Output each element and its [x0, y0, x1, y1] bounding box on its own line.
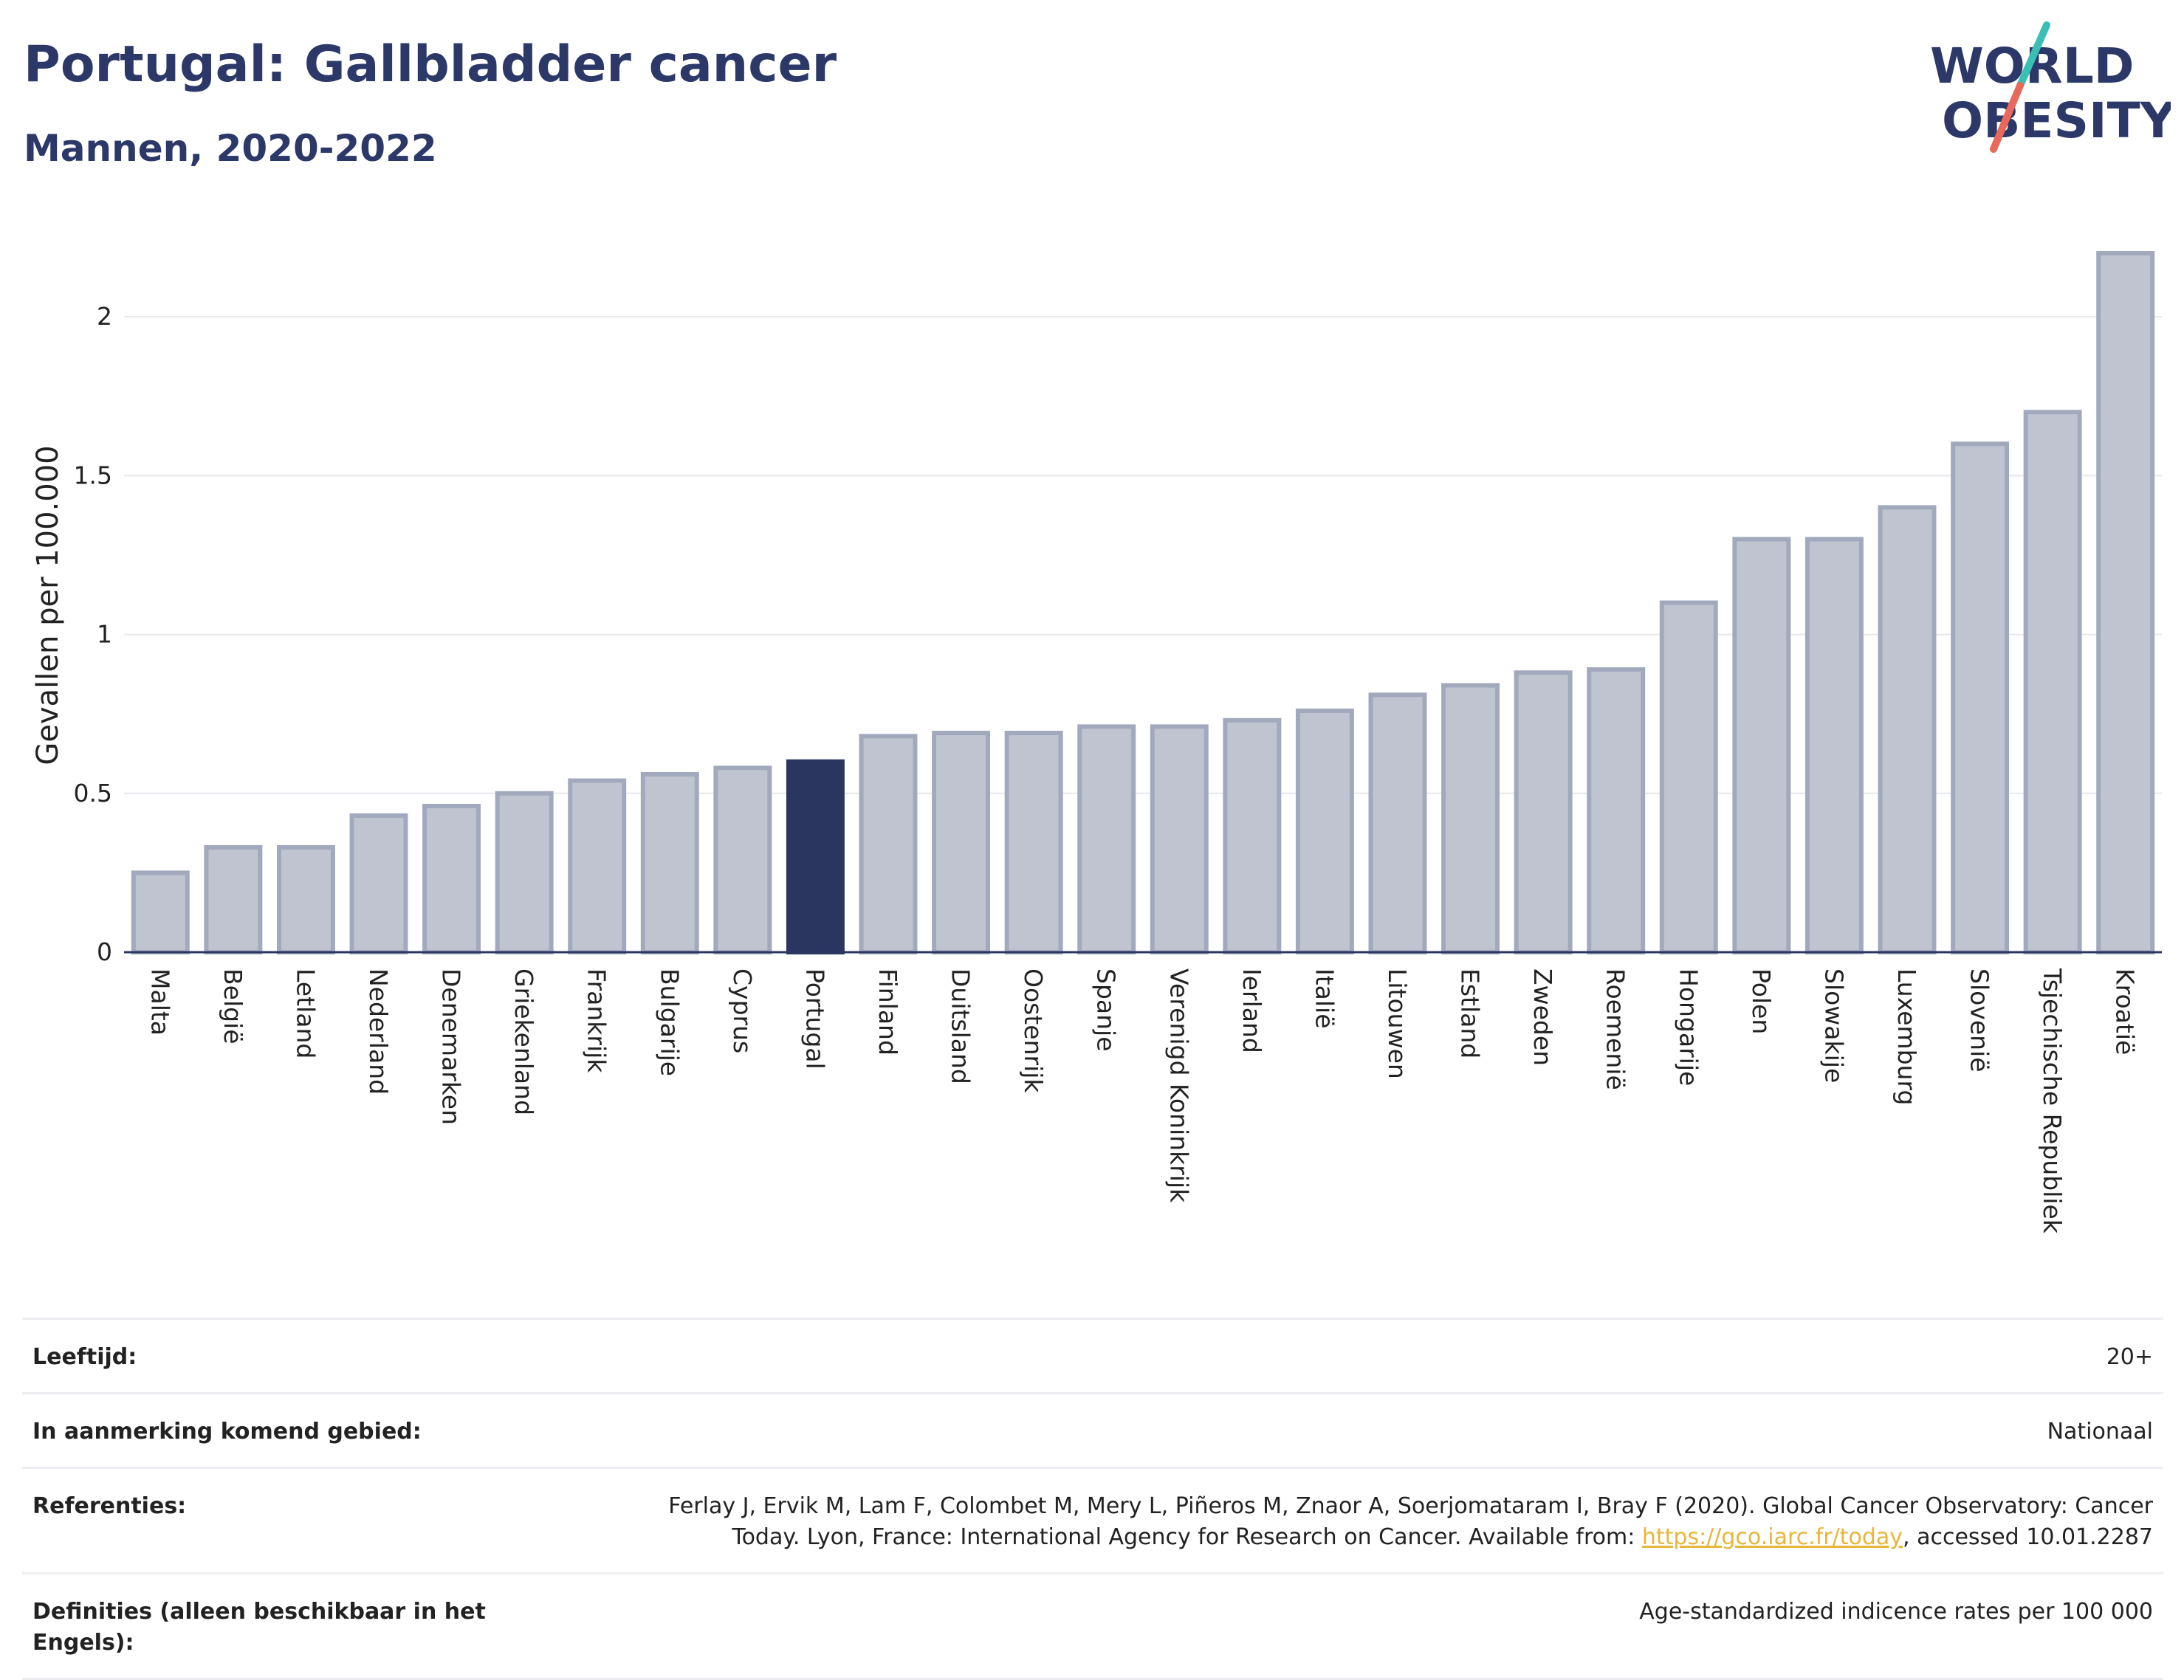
x-tick-label: Luxemburg	[1892, 968, 1921, 1105]
x-tick-label: Nederland	[364, 968, 393, 1095]
x-tick-label: Kroatië	[2111, 968, 2140, 1055]
bar[interactable]	[1077, 724, 1136, 954]
x-axis-labels: Malta België Letland Nederland Denemarken Gri…	[145, 968, 2139, 1234]
x-tick-label: Oostenrijk	[1019, 968, 1048, 1093]
bars	[131, 251, 2155, 955]
x-tick-label: Zweden	[1528, 968, 1557, 1066]
bar[interactable]	[495, 791, 554, 954]
info-label-area: In aanmerking komend gebied:	[32, 1419, 422, 1445]
x-tick-label: Italië	[1310, 968, 1339, 1029]
x-tick-label: Spanje	[1092, 968, 1121, 1052]
x-tick-label: Portugal	[800, 968, 829, 1070]
info-label-definitions: Definities (alleen beschikbaar in het En…	[32, 1599, 486, 1656]
x-tick-label: Hongarije	[1674, 968, 1703, 1086]
bar[interactable]	[1587, 667, 1646, 954]
info-table: Leeftijd: 20+ In aanmerking komend gebie…	[22, 1318, 2163, 1680]
x-tick-label: Letland	[291, 968, 320, 1058]
bar[interactable]	[131, 870, 190, 955]
info-row-definitions: Definities (alleen beschikbaar in het En…	[22, 1572, 2163, 1680]
bar[interactable]	[640, 771, 699, 955]
references-link[interactable]: https://gco.iarc.fr/today	[1641, 1524, 1903, 1550]
x-tick-label: Frankrijk	[583, 968, 611, 1073]
x-tick-label: Verenigd Koninkrijk	[1164, 968, 1193, 1203]
y-tick-label: 0.5	[74, 779, 112, 808]
y-tick-label: 1	[97, 620, 112, 649]
bar[interactable]	[1223, 717, 1282, 954]
x-tick-label: België	[219, 968, 247, 1044]
logo-text-obesity: OBESITY	[1942, 92, 2171, 149]
x-tick-label: Duitsland	[947, 968, 975, 1084]
bar[interactable]	[1150, 724, 1209, 954]
info-label-age: Leeftijd:	[32, 1344, 137, 1370]
bar[interactable]	[1441, 683, 1500, 954]
x-tick-label: Finland	[873, 968, 902, 1056]
bar[interactable]	[349, 813, 408, 955]
world-obesity-logo: WORLD OBESITY	[1930, 21, 2171, 153]
bar[interactable]	[1732, 537, 1791, 954]
info-row-age: Leeftijd: 20+	[22, 1318, 2163, 1392]
bar[interactable]	[1368, 692, 1427, 954]
bar[interactable]	[1004, 731, 1063, 954]
info-value-area: Nationaal	[2047, 1419, 2153, 1445]
references-text-accessed: , accessed 10.01.2287	[1903, 1524, 2153, 1550]
x-tick-label: Griekenland	[509, 968, 538, 1115]
x-tick-label: Denemarken	[437, 968, 466, 1125]
x-tick-label: Bulgarije	[655, 968, 684, 1076]
bar[interactable]	[276, 844, 335, 955]
x-tick-label: Slowakije	[1819, 968, 1848, 1083]
bar[interactable]	[932, 731, 991, 954]
y-axis-title: Gevallen per 100.000	[31, 445, 65, 765]
bar[interactable]	[1659, 600, 1718, 954]
bar[interactable]	[859, 734, 918, 954]
bar[interactable]	[1878, 505, 1937, 954]
x-tick-label: Tsjechische Republiek	[2038, 968, 2067, 1234]
bar-chart: 0 0.5 1 1.5 2 Malta België Letland Nederland Den…	[31, 251, 2162, 1234]
bar[interactable]	[1804, 537, 1864, 954]
references-text-line2: Today. Lyon, France: International Agenc…	[732, 1524, 1642, 1550]
info-value-references: Ferlay J, Ervik M, Lam F, Colombet M, Me…	[505, 1491, 2153, 1553]
x-tick-label: Malta	[145, 968, 174, 1036]
bar[interactable]	[713, 765, 772, 954]
logo-slash-top-icon	[2016, 21, 2050, 89]
x-tick-label: Polen	[1747, 968, 1776, 1034]
info-row-references: Referenties: Ferlay J, Ervik M, Lam F, C…	[22, 1467, 2163, 1572]
y-tick-label: 2	[97, 302, 112, 331]
info-value-definitions: Age-standardized indicence rates per 100…	[1639, 1599, 2153, 1625]
chart-title: Portugal: Gallbladder cancer	[24, 35, 837, 94]
y-tick-label: 1.5	[74, 461, 112, 489]
bar[interactable]	[1951, 441, 2010, 954]
x-tick-label: Roemenië	[1601, 968, 1630, 1090]
info-row-area: In aanmerking komend gebied: Nationaal	[22, 1392, 2163, 1467]
bar[interactable]	[568, 778, 627, 954]
chart-subtitle: Mannen, 2020-2022	[24, 127, 437, 170]
bar[interactable]	[1514, 670, 1573, 955]
logo-slash-bottom-icon	[1990, 82, 2024, 153]
x-tick-label: Estland	[1456, 968, 1485, 1058]
x-tick-label: Cyprus	[728, 968, 757, 1053]
y-axis-ticks: 0 0.5 1 1.5 2	[74, 302, 112, 966]
x-tick-label: Litouwen	[1383, 968, 1412, 1079]
references-text-line1: Ferlay J, Ervik M, Lam F, Colombet M, Me…	[668, 1493, 2153, 1519]
bar[interactable]	[1295, 708, 1354, 954]
x-tick-label: Slovenië	[1965, 968, 1994, 1073]
info-value-age: 20+	[2106, 1344, 2153, 1370]
info-label-references: Referenties:	[32, 1493, 187, 1519]
y-tick-label: 0	[97, 937, 112, 966]
bar[interactable]	[204, 844, 263, 955]
x-tick-label: Ierland	[1237, 968, 1266, 1053]
bar[interactable]	[786, 759, 845, 954]
bar[interactable]	[2023, 410, 2082, 954]
bar[interactable]	[422, 804, 481, 954]
bar[interactable]	[2096, 251, 2155, 955]
